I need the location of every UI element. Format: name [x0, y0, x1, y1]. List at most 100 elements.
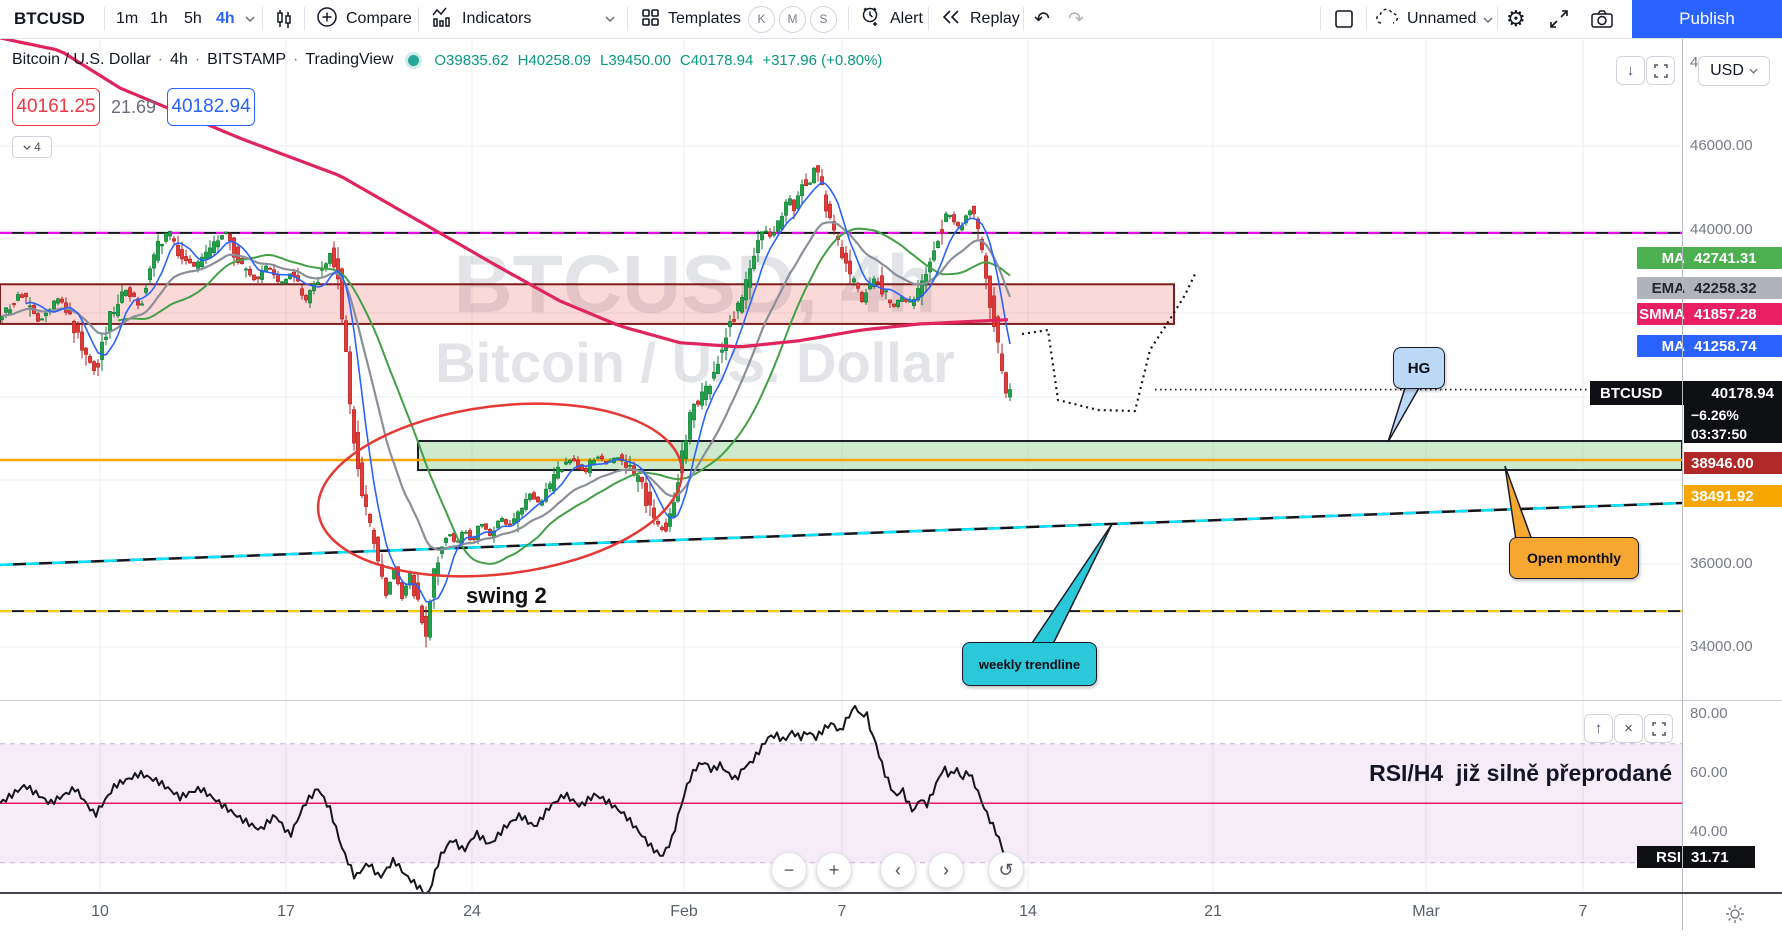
time-axis-label: Mar [1412, 903, 1440, 920]
legend-symbol-name: Bitcoin / U.S. Dollar [12, 51, 151, 68]
alert-clock-icon [860, 6, 882, 33]
chart-legend[interactable]: Bitcoin / U.S. Dollar · 4h · BITSTAMP · … [12, 51, 883, 69]
rsi-pane [0, 704, 1682, 895]
layout-shortcut-m[interactable]: M [779, 0, 806, 38]
rsi-note-text[interactable]: RSI/H4 již silně přeprodané [1369, 760, 1672, 786]
ma-slow-line [117, 227, 1011, 565]
toolbar-separator [627, 7, 628, 31]
redo-button[interactable]: ↷ [1068, 8, 1084, 30]
ma-value-badge: MA 42741.31 [1637, 247, 1782, 269]
toolbar-separator [1023, 7, 1024, 31]
templates-grid-icon [640, 7, 660, 32]
layout-shortcut-s[interactable]: S [810, 0, 837, 38]
zoom-in-button[interactable]: + [816, 852, 852, 888]
toolbar-separator [1366, 7, 1367, 31]
currency-chevron-icon [1749, 68, 1758, 74]
toolbar-separator [1497, 7, 1498, 31]
toolbar-separator [304, 7, 305, 31]
scroll-left-button[interactable]: ‹ [880, 852, 916, 888]
layout-shortcut-k[interactable]: K [748, 0, 775, 38]
rsi-pane-close-button[interactable]: × [1614, 714, 1643, 743]
rsi-line [0, 704, 1008, 895]
legend-collapse-button[interactable]: 4 [12, 136, 52, 158]
symbol-button[interactable]: BTCUSD [14, 9, 85, 28]
pane-divider[interactable] [0, 700, 1782, 701]
legend-platform: TradingView [305, 51, 394, 68]
open-monthly-callout[interactable]: Open monthly [1509, 537, 1639, 579]
toolbar-separator [1320, 7, 1321, 31]
last-price-badge: BTCUSD 40178.94 [1590, 381, 1782, 405]
reset-view-button[interactable]: ↺ [988, 852, 1024, 888]
rsi-pane-up-button[interactable]: ↑ [1584, 714, 1613, 743]
compare-button[interactable]: Compare [316, 0, 412, 38]
callout-tail [1504, 465, 1534, 541]
price-pane-maximize-button[interactable] [1646, 56, 1675, 85]
save-chevron-icon [1483, 10, 1493, 28]
interval-5h[interactable]: 5h [184, 10, 202, 27]
buy-price-button[interactable]: 40182.94 [167, 88, 256, 126]
replay-rewind-icon [940, 6, 962, 33]
publish-button[interactable]: Publish [1632, 0, 1782, 38]
bar-countdown-badge: 03:37:50 [1684, 424, 1782, 443]
rsi-axis-label: 80.00 [1690, 705, 1728, 722]
rsi-value-badge: RSI 31.71 [1637, 846, 1755, 868]
replay-button[interactable]: Replay [940, 0, 1020, 38]
sell-price-button[interactable]: 40161.25 [12, 88, 100, 126]
spread-value: 21.69 [111, 96, 157, 117]
indicators-icon [430, 5, 454, 34]
hg-callout[interactable]: HG [1393, 347, 1445, 389]
callout-tail [1387, 387, 1421, 443]
price-axis-label: 36000.00 [1690, 555, 1753, 572]
toolbar-separator [104, 7, 105, 31]
snapshot-camera-icon[interactable] [1590, 0, 1614, 38]
price-scale-down-button[interactable]: ↓ [1616, 56, 1645, 85]
market-status-dot-icon [408, 54, 420, 66]
undo-button[interactable]: ↶ [1034, 8, 1050, 30]
zones [0, 283, 1683, 472]
level-price-badge: 38946.00 [1684, 452, 1782, 474]
candle-style-icon[interactable] [272, 0, 296, 38]
interval-4h[interactable]: 4h [216, 10, 235, 27]
cloud-save-icon [1374, 7, 1400, 32]
toolbar-separator [262, 7, 263, 31]
swing2-text[interactable]: swing 2 [466, 583, 547, 608]
currency-dropdown[interactable]: USD [1698, 56, 1770, 86]
ma-value-badge: MA 41258.74 [1637, 335, 1782, 357]
toolbar-separator [418, 7, 419, 31]
indicators-button[interactable]: Indicators [430, 0, 531, 38]
rsi-bottom-border [0, 892, 1782, 894]
zoom-out-button[interactable]: − [771, 852, 807, 888]
grid-lines [0, 38, 1682, 892]
indicators-chevron-icon[interactable] [605, 0, 615, 38]
toolbar-divider [0, 38, 1782, 39]
axis-settings-sun-icon[interactable] [1724, 903, 1746, 930]
time-axis-label: 14 [1019, 903, 1037, 920]
rsi-pane-maximize-button[interactable] [1644, 714, 1673, 743]
callout-tail [1028, 523, 1113, 647]
interval-1h[interactable]: 1h [150, 10, 168, 27]
interval-1m[interactable]: 1m [116, 10, 139, 27]
level-lines [0, 231, 1683, 613]
scroll-right-button[interactable]: › [928, 852, 964, 888]
fullscreen-icon[interactable] [1548, 0, 1570, 38]
alert-button[interactable]: Alert [860, 0, 923, 38]
weekly-trendline-callout[interactable]: weekly trendline [962, 642, 1097, 686]
swing2-ellipse [316, 402, 684, 578]
layout-select-icon[interactable] [1332, 0, 1356, 38]
templates-button[interactable]: Templates [640, 0, 741, 38]
time-axis[interactable]: 10 17 24 Feb 7 14 21 Mar 7 [0, 894, 1782, 942]
projection-squiggle [1021, 271, 1197, 413]
interval-dropdown-chevron-icon[interactable] [245, 0, 255, 38]
ma-value-badge: EMA 42258.32 [1637, 277, 1782, 299]
time-axis-label: 10 [91, 903, 109, 920]
toolbar-separator [848, 7, 849, 31]
change-percent-badge: −6.26% [1684, 405, 1782, 424]
legend-exchange: BITSTAMP [207, 51, 286, 68]
drawings [316, 271, 1682, 647]
top-toolbar: BTCUSD 1m 1h 5h 4h Compare [0, 0, 1782, 38]
settings-gear-icon[interactable]: ⚙ [1506, 6, 1526, 31]
toolbar-separator [928, 7, 929, 31]
save-layout-button[interactable]: Unnamed [1374, 0, 1493, 38]
